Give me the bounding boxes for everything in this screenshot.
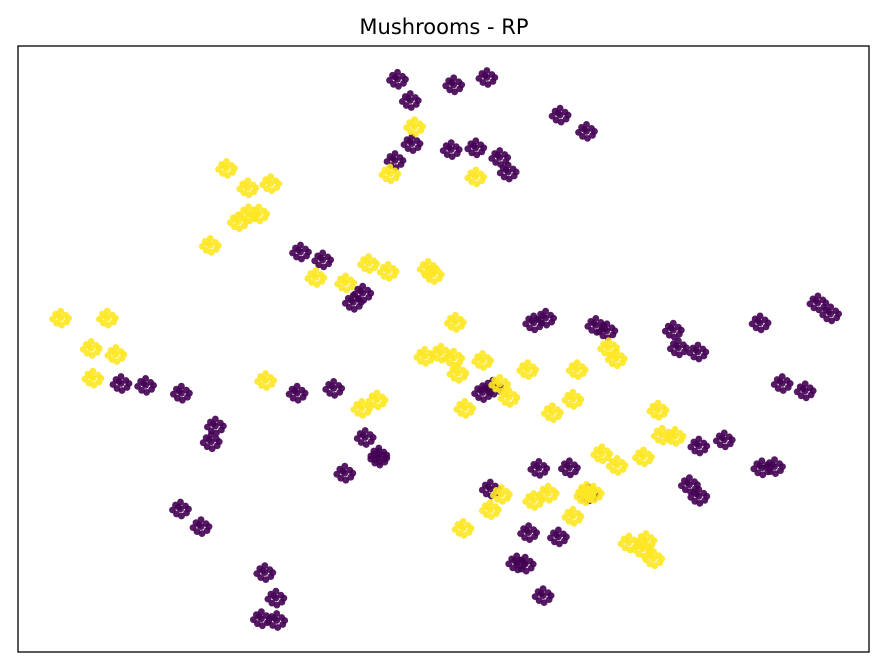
data-point	[444, 311, 467, 333]
data-point	[227, 211, 250, 233]
data-point	[398, 90, 422, 111]
data-point	[104, 344, 128, 365]
data-point	[250, 608, 273, 630]
data-point	[204, 415, 227, 437]
data-point	[198, 235, 222, 256]
data-point	[763, 456, 786, 477]
data-point	[819, 303, 843, 325]
data-point	[548, 104, 572, 126]
data-point	[558, 457, 581, 479]
data-point	[464, 166, 488, 188]
data-point	[475, 67, 499, 88]
data-point	[264, 587, 288, 609]
data-point	[439, 139, 463, 161]
data-point	[253, 562, 277, 583]
data-point	[527, 458, 551, 479]
data-point	[378, 163, 402, 185]
data-point	[496, 161, 520, 183]
plot-frame	[17, 45, 870, 653]
data-point	[488, 147, 512, 168]
data-point	[357, 253, 380, 274]
data-point	[575, 481, 598, 502]
data-point	[453, 398, 477, 419]
data-point	[353, 427, 377, 448]
data-point	[770, 373, 794, 394]
data-point	[322, 378, 346, 399]
data-point	[79, 338, 103, 359]
data-point	[304, 267, 328, 288]
data-point	[663, 425, 687, 447]
data-point	[285, 382, 309, 404]
data-point	[561, 505, 585, 527]
data-point	[289, 241, 312, 263]
data-point	[590, 443, 614, 465]
data-point	[134, 375, 158, 396]
data-point	[541, 402, 564, 423]
data-point	[400, 133, 424, 155]
data-point	[806, 292, 830, 314]
data-point	[634, 530, 658, 551]
data-point	[661, 319, 685, 341]
data-point	[505, 552, 529, 574]
data-point	[170, 382, 193, 404]
data-point	[793, 380, 817, 402]
data-point	[632, 446, 655, 468]
data-point	[642, 548, 666, 570]
data-point	[311, 249, 335, 271]
data-point	[215, 158, 238, 179]
data-point	[464, 137, 488, 159]
data-point	[686, 341, 710, 363]
data-point	[575, 121, 598, 142]
data-point	[604, 348, 628, 370]
data-point	[429, 342, 453, 364]
data-point	[497, 387, 521, 408]
data-point	[109, 373, 133, 394]
data-point	[367, 447, 391, 469]
data-point	[403, 116, 426, 138]
data-point	[254, 370, 277, 391]
data-point	[376, 261, 400, 282]
data-point	[259, 173, 283, 195]
data-point	[490, 484, 513, 505]
data-point	[748, 312, 772, 334]
scatter-points	[49, 67, 843, 631]
data-point	[333, 462, 357, 484]
data-point	[605, 455, 629, 476]
data-point	[49, 307, 72, 329]
data-point	[488, 373, 512, 395]
data-point	[189, 516, 213, 537]
data-point	[517, 522, 540, 543]
data-point	[451, 518, 475, 539]
data-point	[236, 177, 260, 199]
data-point	[386, 68, 409, 90]
data-point	[446, 362, 470, 384]
data-point	[534, 307, 557, 329]
data-point	[646, 399, 670, 421]
data-point	[667, 337, 690, 359]
data-point	[81, 367, 105, 389]
data-point	[531, 585, 555, 606]
data-point	[687, 435, 711, 457]
data-point	[516, 359, 540, 380]
data-point	[522, 490, 546, 511]
data-point	[478, 499, 502, 520]
chart-title: Mushrooms - RP	[359, 15, 528, 39]
data-point	[334, 272, 357, 294]
data-point	[265, 610, 289, 631]
data-point	[565, 359, 589, 380]
data-point	[547, 526, 570, 548]
data-point	[471, 350, 494, 371]
data-point	[442, 74, 466, 96]
data-point	[712, 429, 736, 451]
data-point	[561, 388, 585, 410]
data-point	[199, 431, 223, 453]
data-point	[687, 485, 711, 507]
data-point	[536, 482, 560, 504]
data-point	[421, 264, 445, 285]
data-point	[350, 398, 374, 419]
data-point	[351, 282, 375, 304]
data-point	[169, 498, 192, 520]
data-point	[96, 307, 119, 329]
